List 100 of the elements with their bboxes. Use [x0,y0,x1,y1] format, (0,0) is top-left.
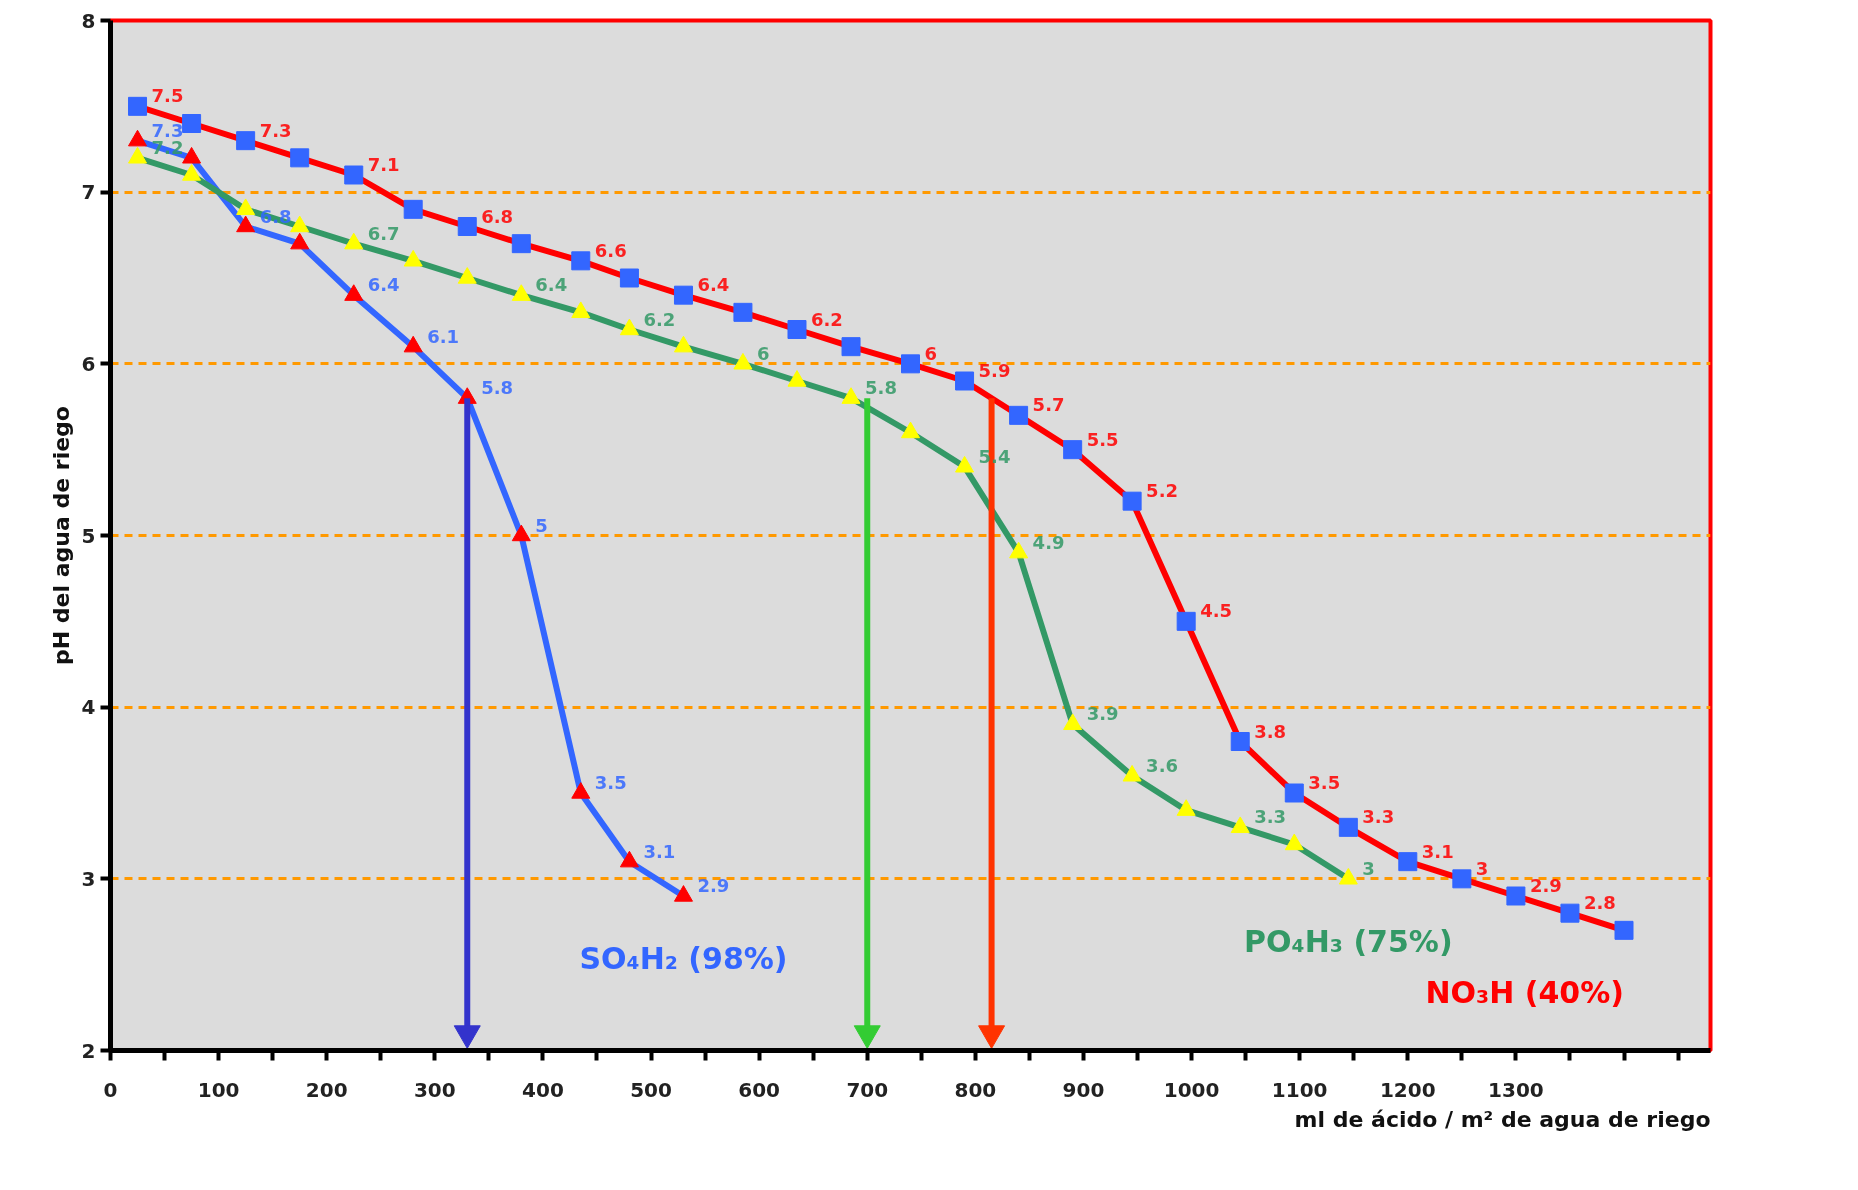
data-label: 6.2 [810,308,843,330]
x-tick-label: 400 [522,1077,564,1102]
y-tick-label: 4 [81,695,96,720]
data-label: 6.4 [535,274,568,296]
data-label: 5.9 [978,360,1011,381]
data-label: 6.8 [259,205,292,227]
data-label: 7.3 [259,119,292,141]
point [344,232,364,250]
data-label: 6.2 [643,308,676,330]
data-label: 4.9 [1032,531,1065,553]
point [236,198,256,216]
data-label: 2.8 [1583,892,1616,914]
series-label: PO₄H₃ (75%) [1244,923,1453,959]
data-label: 5.5 [1086,428,1119,450]
y-tick-label: 6 [81,351,96,376]
x-tick-label: 1100 [1271,1077,1328,1102]
point [571,782,591,799]
data-label: 3.3 [1254,806,1287,828]
y-tick-label: 2 [81,1038,96,1063]
x-tick-label: 800 [954,1077,997,1102]
x-tick-label: 1200 [1379,1077,1436,1102]
point [344,284,364,301]
data-label: 3.5 [1308,772,1341,793]
series-label: SO₄H₂ (98%) [579,941,788,976]
data-label: 5.2 [1146,480,1179,502]
x-tick-label: 1300 [1488,1077,1544,1102]
data-label: 3.8 [1254,720,1287,742]
point [457,267,477,284]
point [1284,833,1304,851]
point [182,146,202,164]
point [511,284,531,301]
y-tick-label: 5 [81,523,96,548]
data-label: 3.3 [1362,806,1395,828]
data-label: 6.4 [367,274,400,296]
data-label: 3.1 [643,840,676,862]
data-label: 6.8 [481,205,514,227]
point [1230,732,1250,751]
x-tick-label: 500 [630,1077,672,1102]
data-label: 6.6 [594,239,627,261]
point [1230,816,1250,834]
point [511,524,531,542]
point [1338,867,1358,885]
x-tick-label: 300 [413,1077,456,1102]
point [403,335,423,353]
point [1452,869,1472,889]
point [571,301,591,319]
x-tick-label: 100 [197,1077,240,1102]
series-label: NO₃H (40%) [1425,975,1625,1011]
point [733,352,753,370]
point [619,318,639,336]
point [403,249,423,267]
data-label: 6.7 [367,222,400,244]
point [1063,713,1083,731]
point [290,232,310,250]
point [182,164,202,181]
point [619,850,639,868]
data-label: 4.5 [1200,600,1233,622]
point [128,146,148,164]
x-tick-label: 700 [846,1077,889,1102]
point [1122,764,1142,782]
data-label: 3 [1362,857,1375,879]
point [1176,799,1196,816]
data-label: 3 [1475,857,1489,879]
point [1009,541,1029,559]
data-label: 6 [924,342,938,364]
point [673,335,693,353]
data-label: 7.1 [367,154,400,175]
data-label: 6.1 [427,325,460,347]
point [787,370,807,387]
y-tick-label: 7 [81,180,96,205]
data-label: 3.9 [1086,703,1119,725]
y-tick-label: 3 [81,866,96,891]
data-label: 5.7 [1032,394,1065,416]
x-tick-label: 200 [305,1077,348,1102]
y-axis-title: pH del agua de riego [48,406,74,665]
x-tick-label: 1000 [1163,1077,1220,1102]
point [290,215,310,233]
x-tick-label: 600 [738,1077,781,1102]
data-label: 6.4 [697,274,730,296]
point [1176,611,1196,631]
point [1122,491,1142,511]
data-label: 3.5 [594,772,627,793]
point [955,455,975,473]
data-label: 3.6 [1146,754,1179,776]
point [236,215,256,233]
x-axis-title: ml de ácido / m² de agua de riego [1294,1106,1711,1132]
point [128,129,148,147]
data-label: 7.5 [151,85,184,107]
data-label: 6 [756,342,770,364]
point [1009,405,1029,425]
data-label: 5.8 [481,377,514,399]
point [1398,852,1418,872]
point [1506,886,1526,906]
point [1284,783,1304,803]
point [841,387,861,404]
point [673,885,693,902]
y-tick-label: 8 [81,8,96,33]
point [1614,920,1634,940]
x-tick-label: 0 [103,1077,118,1102]
x-tick-label: 900 [1062,1077,1105,1102]
